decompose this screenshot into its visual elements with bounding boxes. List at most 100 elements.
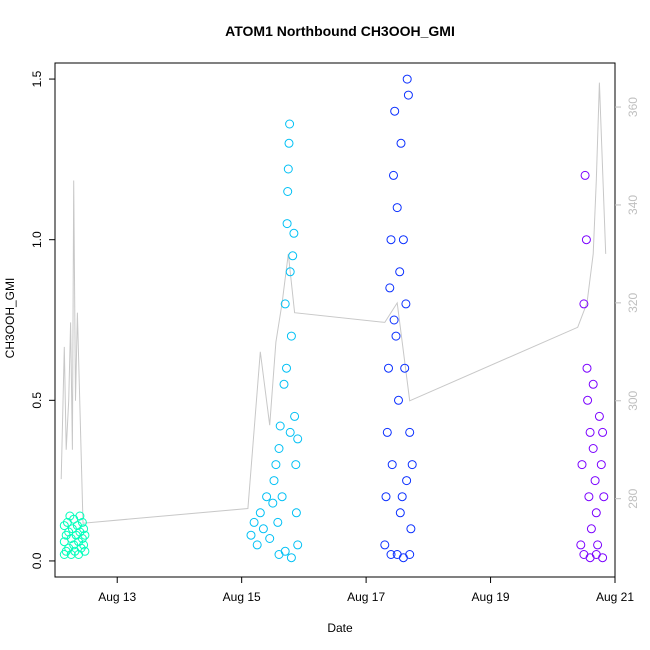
chart-title: ATOM1 Northbound CH3OOH_GMI (225, 23, 455, 39)
data-point (590, 476, 600, 486)
x-tick-label: Aug 15 (223, 590, 261, 604)
data-point (59, 521, 69, 531)
data-point (285, 427, 295, 437)
data-point (258, 524, 268, 534)
data-point (61, 546, 71, 556)
data-point (280, 546, 290, 556)
data-point (77, 517, 87, 527)
data-point (401, 299, 411, 309)
data-point (255, 508, 265, 518)
data-point (398, 235, 408, 245)
y2-tick-label: 320 (626, 293, 640, 313)
data-point (583, 395, 593, 405)
x-tick-label: Aug 19 (472, 590, 510, 604)
data-point (403, 90, 413, 100)
data-point (262, 492, 272, 502)
data-point (286, 331, 296, 341)
data-point (80, 546, 90, 556)
x-tick-label: Aug 13 (98, 590, 136, 604)
data-point (582, 363, 592, 373)
data-point (579, 550, 589, 559)
data-point (282, 363, 291, 373)
data-point (584, 492, 594, 502)
data-point (382, 427, 392, 437)
data-point (284, 138, 294, 148)
data-point (381, 492, 391, 502)
data-point (293, 434, 303, 444)
data-point (277, 492, 287, 502)
data-point (293, 540, 303, 550)
data-point (280, 299, 290, 309)
data-point (594, 411, 604, 421)
data-point (286, 553, 296, 563)
data-point (581, 235, 591, 245)
y2-tick-label: 340 (626, 195, 640, 215)
data-point (290, 411, 300, 421)
x-axis-label: Date (327, 621, 353, 635)
data-point (588, 379, 598, 389)
data-point (269, 476, 279, 486)
data-point (390, 106, 400, 116)
x-axis: Aug 13 Aug 15 Aug 17 Aug 19 Aug 21 (98, 577, 634, 604)
data-point (586, 524, 596, 534)
y-tick-label: 0.0 (30, 552, 44, 569)
data-point (579, 299, 589, 309)
data-point (406, 524, 416, 534)
points-layer (59, 74, 609, 563)
data-point (396, 138, 406, 148)
data-point (588, 444, 598, 453)
data-point (380, 540, 390, 550)
data-point (279, 379, 289, 389)
data-point (402, 74, 412, 84)
data-point (402, 476, 412, 486)
data-point (80, 530, 90, 540)
data-point (397, 492, 407, 502)
data-point (591, 508, 601, 518)
y2-tick-label: 360 (626, 97, 640, 117)
data-point (385, 283, 395, 293)
y-axis-label: CH3OOH_GMI (3, 278, 17, 359)
data-point (288, 251, 298, 261)
data-point (389, 315, 399, 325)
data-point (75, 511, 85, 521)
data-point (275, 421, 285, 431)
data-point (285, 267, 295, 277)
data-point (577, 460, 587, 470)
data-point (400, 363, 410, 373)
x-tick-label: Aug 17 (347, 590, 385, 604)
data-point (274, 444, 284, 453)
data-point (79, 540, 89, 550)
data-point (405, 427, 415, 437)
data-point (391, 331, 401, 341)
data-point (598, 427, 608, 437)
data-point (79, 524, 89, 534)
y2-axis: 280 300 320 340 360 (615, 97, 640, 509)
data-point (395, 508, 405, 518)
data-point (285, 119, 295, 129)
data-point (407, 460, 417, 470)
y-tick-label: 1.5 (30, 70, 44, 87)
data-point (585, 427, 595, 437)
y-tick-label: 1.0 (30, 231, 44, 248)
data-point (291, 508, 301, 518)
data-point (585, 553, 595, 563)
y2-line-layer (60, 82, 607, 524)
data-point (386, 550, 396, 559)
data-point (291, 460, 301, 470)
data-point (61, 530, 71, 540)
data-point (282, 219, 292, 229)
data-point (384, 363, 393, 373)
y2-tick-label: 280 (626, 488, 640, 508)
x-tick-label: Aug 21 (596, 590, 634, 604)
data-point (246, 530, 256, 540)
data-point (289, 228, 299, 238)
data-point (274, 550, 284, 559)
data-point (389, 170, 398, 180)
data-point (394, 395, 403, 405)
data-point (387, 460, 397, 470)
data-point (593, 540, 603, 550)
data-point (69, 540, 79, 550)
data-point (386, 235, 396, 245)
data-point (580, 170, 590, 180)
